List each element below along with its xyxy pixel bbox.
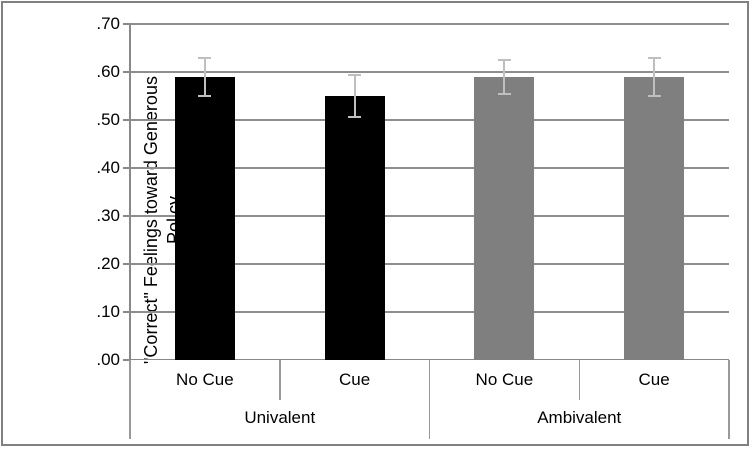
y-axis-line [129,24,131,360]
y-tick-.40 [123,167,130,169]
gridline-.70 [130,23,729,25]
y-tick-label: .30 [96,206,120,225]
y-tick-label: .10 [96,302,120,321]
error-bar-0 [203,57,206,96]
y-tick-label: .50 [96,110,120,129]
category-label-0: No Cue [176,370,234,389]
error-bar-cap-top-1 [348,74,362,77]
error-bar-1 [353,75,356,117]
y-tick-.10 [123,311,130,313]
y-tick-.00 [123,359,130,361]
error-bar-cap-top-0 [198,56,212,59]
y-tick-.30 [123,215,130,217]
error-bar-2 [503,60,506,94]
error-bar-cap-bottom-3 [647,95,661,97]
group-label-1: Ambivalent [537,408,622,427]
group-label-0: Univalent [244,408,316,427]
bar-2 [474,76,535,360]
gridline-.30 [130,215,729,217]
y-tick-.50 [123,119,130,121]
category-label-2: No Cue [475,370,534,389]
y-tick-label: .40 [96,158,120,177]
y-tick-.20 [123,263,130,265]
gridline-.50 [130,119,729,121]
error-bar-cap-bottom-2 [497,92,511,95]
error-bar-3 [653,57,656,96]
y-tick-.60 [123,71,130,73]
group-boundary-0 [428,360,431,439]
y-tick-.70 [123,23,130,25]
category-separator [578,360,580,400]
error-bar-cap-bottom-1 [348,115,362,118]
bar-0 [174,76,235,360]
y-tick-label: .60 [96,62,120,81]
gridline-.60 [130,71,729,73]
gridline-.40 [130,167,729,169]
plot-area: "Correct" Feelings toward Generous Polic… [96,14,729,369]
y-tick-label: .20 [96,254,120,273]
category-label-1: Cue [339,370,371,389]
x-axis-line [130,358,729,360]
gridline-.10 [130,311,729,313]
gridline-.20 [130,263,729,265]
bar-3 [624,76,685,360]
y-tick-label: .70 [96,14,120,33]
bar-1 [324,96,385,360]
group-boundary-1 [728,360,730,439]
axis-boundary-left [129,360,131,439]
category-label-3: Cue [638,370,670,389]
category-separator [279,360,281,400]
error-bar-cap-bottom-0 [198,95,212,97]
category-axis: No Cue Cue No Cue Cue Univalent Ambivalent [129,360,730,439]
error-bar-cap-top-3 [647,56,661,59]
y-tick-label: .00 [96,350,120,369]
error-bar-cap-top-2 [497,59,511,61]
